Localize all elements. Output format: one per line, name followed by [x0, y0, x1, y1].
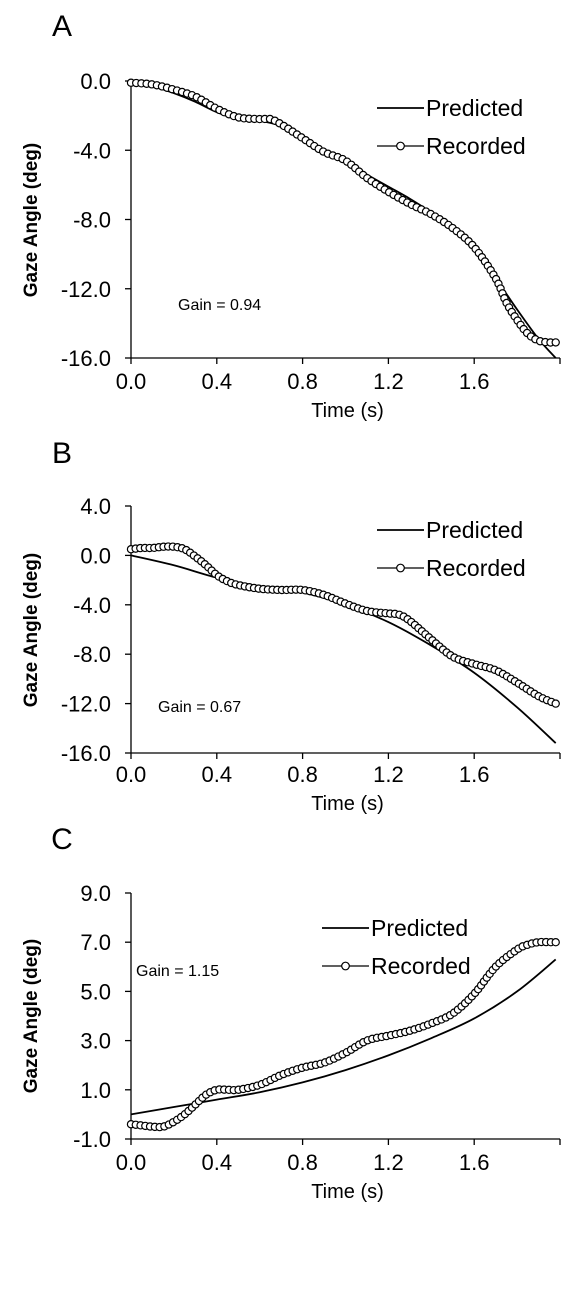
- y-tick-label: 1.0: [80, 1078, 111, 1103]
- x-tick-label: 0.0: [116, 762, 147, 787]
- y-tick-label: -16.0: [61, 741, 111, 766]
- x-tick-label: 0.8: [287, 762, 318, 787]
- gain-annotation: Gain = 0.94: [178, 297, 261, 314]
- x-tick-label: 0.0: [116, 369, 147, 394]
- legend-label-recorded: Recorded: [426, 555, 526, 581]
- legend-label-predicted: Predicted: [371, 915, 468, 941]
- x-axis-title: Time (s): [311, 400, 384, 422]
- y-tick-label: 0.0: [80, 69, 111, 94]
- y-axis-title: Gaze Angle (deg): [21, 939, 42, 1093]
- gain-annotation: Gain = 0.67: [158, 699, 241, 716]
- y-tick-label: 5.0: [80, 979, 111, 1004]
- x-tick-label: 0.8: [287, 369, 318, 394]
- data-point-recorded: [551, 338, 560, 347]
- panel-letter: A: [52, 10, 72, 43]
- legend-marker-recorded: [396, 563, 405, 573]
- legend-label-predicted: Predicted: [426, 95, 523, 121]
- series-line-predicted: [130, 958, 557, 1116]
- x-tick-label: 0.4: [202, 762, 233, 787]
- chart-panel-c: C 9.0 7.0 5.0 3.0 1.0 -1.00.0 0.4 0.8 1.2 1.6 Time …: [21, 823, 561, 1203]
- x-tick-label: 1.2: [373, 369, 404, 394]
- y-tick-label: -4.0: [73, 138, 111, 163]
- x-tick-label: 1.6: [459, 369, 490, 394]
- y-tick-label: 0.0: [80, 543, 111, 568]
- legend-label-predicted: Predicted: [426, 517, 523, 543]
- y-tick-label: -12.0: [61, 277, 111, 302]
- panel-letter: C: [51, 823, 73, 856]
- gain-annotation: Gain = 1.15: [136, 963, 219, 980]
- x-tick-label: 0.8: [287, 1150, 318, 1175]
- data-point-recorded: [551, 938, 560, 947]
- x-axis-title: Time (s): [311, 793, 384, 815]
- chart-panel-a: A0.0-4.0-8.0-12.0-16.00.0 0.4 0.8 1.2 1.6Tim…: [21, 10, 561, 422]
- y-tick-label: -12.0: [61, 692, 111, 717]
- series-line-predicted: [130, 81, 557, 359]
- x-tick-label: 1.2: [373, 762, 404, 787]
- y-tick-label: 4.0: [80, 494, 111, 519]
- y-tick-label: 3.0: [80, 1029, 111, 1054]
- y-tick-label: -16.0: [61, 346, 111, 371]
- y-tick-label: -8.0: [73, 642, 111, 667]
- y-axis-title: Gaze Angle (deg): [21, 143, 42, 297]
- x-tick-label: 0.4: [202, 1150, 233, 1175]
- x-tick-label: 1.6: [459, 762, 490, 787]
- y-tick-label: -1.0: [73, 1127, 111, 1152]
- legend-marker-recorded: [341, 961, 350, 971]
- x-tick-label: 0.0: [116, 1150, 147, 1175]
- legend-label-recorded: Recorded: [371, 953, 471, 979]
- x-axis-title: Time (s): [311, 1181, 384, 1203]
- legend-label-recorded: Recorded: [426, 133, 526, 159]
- data-point-recorded: [551, 699, 560, 708]
- x-tick-label: 0.4: [202, 369, 233, 394]
- y-axis-title: Gaze Angle (deg): [21, 553, 42, 707]
- x-tick-label: 1.6: [459, 1150, 490, 1175]
- x-tick-label: 1.2: [373, 1150, 404, 1175]
- y-tick-label: -8.0: [73, 208, 111, 233]
- legend-marker-recorded: [396, 141, 405, 151]
- y-tick-label: 9.0: [80, 881, 111, 906]
- y-tick-label: 7.0: [80, 930, 111, 955]
- chart-panel-b: B4.00.0-4.0-8.0-12.0-16.00.0 0.4 0.8 1.2 1.6…: [21, 437, 561, 815]
- panel-letter: B: [52, 437, 72, 470]
- y-tick-label: -4.0: [73, 593, 111, 618]
